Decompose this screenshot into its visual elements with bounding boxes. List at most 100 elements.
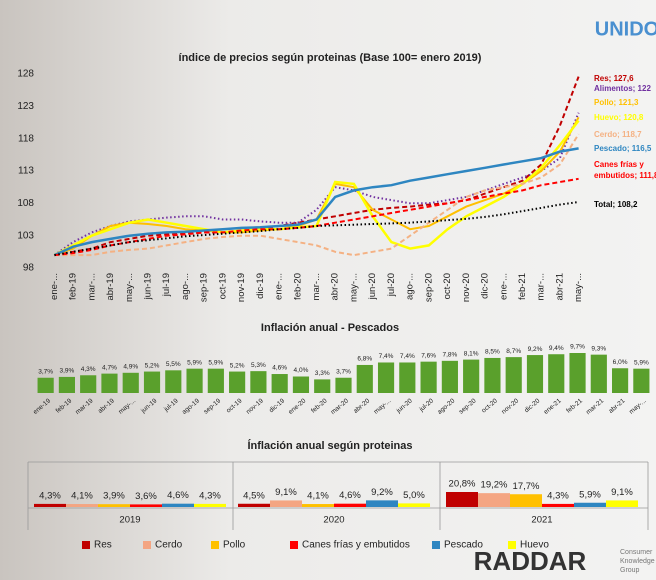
value-label: 3,3% [315,370,330,377]
value-label: 4,5% [243,490,265,501]
value-label: 7,4% [379,353,394,360]
x-tick-label: mar-... [311,273,322,300]
x-tick-label: feb-19 [68,273,79,300]
value-label: 3,9% [103,491,125,502]
value-label: 5,3% [251,362,266,369]
table-frame [27,461,649,530]
value-label: 9,3% [591,345,606,352]
value-label: 4,3% [39,490,61,501]
y-tick-label: 98 [23,263,35,274]
bar [399,362,416,393]
legend-label: Pollo [223,540,246,551]
value-label: 3,9% [59,368,74,375]
value-label: 4,0% [294,367,309,374]
value-label: 5,2% [145,362,160,369]
x-tick-label: jul-20 [386,273,397,297]
x-tick-label: sep-20 [423,273,434,302]
value-label: 5,9% [208,359,223,366]
raddar-sub: Group [620,567,640,574]
legend-label: Canes frías y embutidos [302,540,410,551]
value-label: 9,2% [371,487,393,498]
value-label: 5,5% [166,361,181,368]
bar [526,355,544,393]
bar [207,368,224,393]
bar [58,376,75,393]
bar [366,500,398,507]
x-tick-label: nov-20 [461,273,472,302]
x-tick-label: abr-20 [330,273,341,300]
x-tick-label: feb-20 [292,273,303,300]
legend-swatch [290,541,298,549]
bar [98,504,130,507]
raddar-logo: RADDAR [474,546,587,576]
chart-title: índice de precios según proteinas (Base … [179,52,482,64]
value-label: 9,1% [611,487,633,498]
y-tick-label: 118 [18,133,34,144]
value-label: 4,6% [272,365,287,372]
value-label: 5,9% [187,359,202,366]
bar [130,504,162,507]
y-tick-label: 123 [17,101,34,112]
bar [122,372,139,393]
bar [302,504,334,507]
x-tick-label: mar-... [86,273,97,300]
legend-label: Res [94,540,112,551]
bar [398,503,430,507]
value-label: 8,5% [485,349,500,356]
raddar-sub: Consumer [620,549,653,556]
bar [548,354,565,393]
value-label: 3,7% [336,368,351,375]
bar [612,368,629,393]
bar [335,377,352,393]
end-label: Alimentos; 122 [594,84,651,93]
y-tick-label: 128 [17,69,34,80]
value-label: 17,7% [513,481,540,492]
x-tick-label: ene-... [49,273,60,300]
value-label: 4,3% [199,490,221,501]
bar [101,373,118,393]
end-label: Pescado; 116,5 [594,144,652,153]
bar [143,371,161,393]
chart-title: Ínflación anual según proteinas [247,439,412,452]
x-tick-label: abr-21 [554,273,565,300]
bar [633,368,650,393]
legend-swatch [211,541,219,549]
value-label: 20,8% [449,479,476,490]
x-tick-label: abr-19 [105,273,116,300]
x-tick-label: 2019 [119,515,140,526]
series-line [53,112,580,256]
bar [510,494,542,507]
end-label: embutidos; 111,8 [594,171,656,180]
x-tick-label: ene-... [274,273,285,300]
x-tick-label: ago-... [405,273,416,300]
value-label: 9,7% [570,344,585,351]
x-tick-label: mar-... [536,273,547,300]
x-tick-label: sep-19 [199,273,210,302]
value-label: 5,9% [634,359,649,366]
bar [377,362,395,393]
value-label: 4,7% [102,364,117,371]
bar [37,377,54,393]
x-tick-label: 2020 [323,515,344,526]
end-label: Total; 108,2 [594,200,638,209]
bar [574,502,606,507]
y-tick-label: 113 [18,166,34,177]
bar [229,371,246,393]
value-label: 8,7% [506,348,521,355]
unido-logo: UNIDO [595,18,656,40]
end-label: Pollo; 121,3 [594,98,639,107]
value-label: 9,2% [528,346,543,353]
bar [463,359,480,393]
bar [162,503,194,507]
value-label: 3,6% [135,491,157,502]
value-label: 4,6% [167,490,189,501]
value-label: 9,1% [275,487,297,498]
bar [238,503,270,507]
value-label: 9,4% [549,345,564,352]
bar [542,503,574,507]
bar [80,375,97,393]
series-line [54,201,579,257]
value-label: 3,7% [38,368,53,375]
bar [334,503,366,507]
value-label: 5,2% [230,362,245,369]
